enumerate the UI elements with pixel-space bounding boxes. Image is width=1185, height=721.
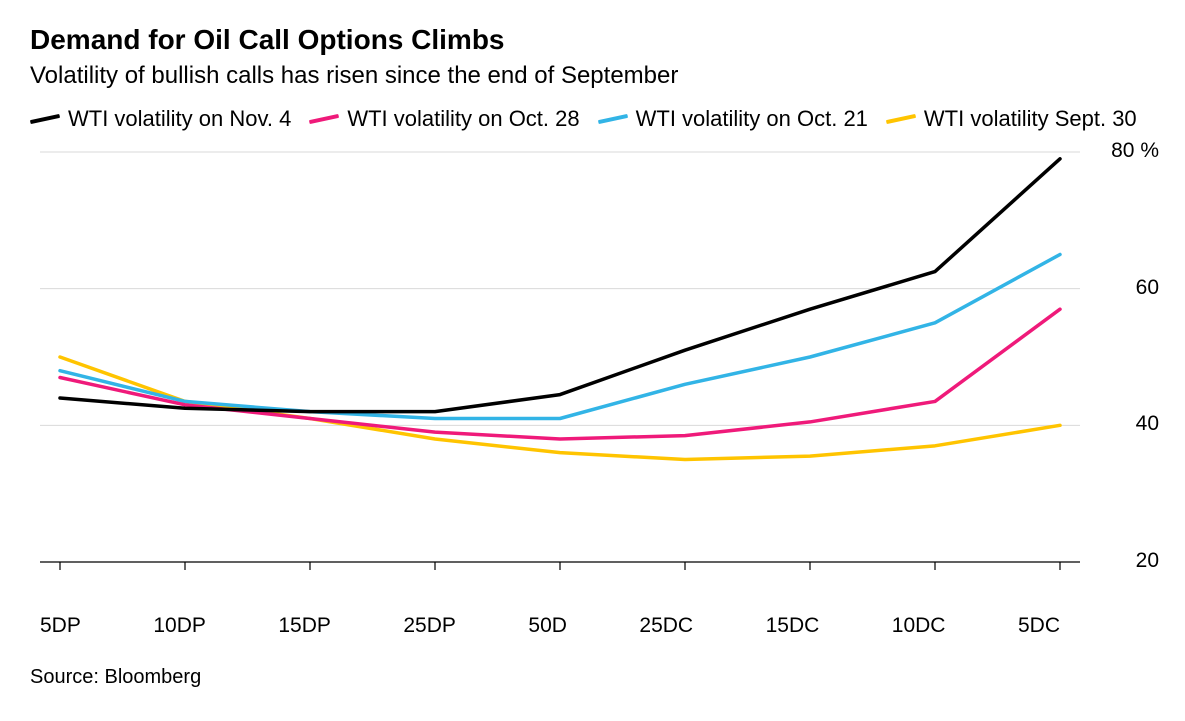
legend-swatch — [30, 114, 60, 124]
legend-item: WTI volatility on Oct. 21 — [598, 106, 868, 132]
chart-subtitle: Volatility of bullish calls has risen si… — [30, 62, 1155, 90]
y-axis-label: 20 — [1136, 549, 1159, 573]
legend-item: WTI volatility on Nov. 4 — [30, 106, 291, 132]
y-axis-label: 80 % — [1111, 139, 1159, 163]
chart-legend: WTI volatility on Nov. 4 WTI volatility o… — [30, 106, 1155, 132]
x-axis-label: 50D — [528, 614, 567, 638]
legend-swatch — [886, 114, 916, 124]
y-axis-label: 40 — [1136, 412, 1159, 436]
chart-plot-area: 20406080 % — [30, 142, 1155, 602]
legend-swatch — [598, 114, 628, 124]
series-line — [60, 159, 1060, 412]
x-axis-label: 25DP — [403, 614, 456, 638]
chart-title: Demand for Oil Call Options Climbs — [30, 24, 1155, 56]
y-axis-label: 60 — [1136, 276, 1159, 300]
chart-source: Source: Bloomberg — [30, 666, 1155, 689]
x-axis-label: 10DP — [153, 614, 206, 638]
legend-item: WTI volatility on Oct. 28 — [309, 106, 579, 132]
legend-label: WTI volatility on Oct. 28 — [347, 106, 579, 132]
legend-label: WTI volatility on Nov. 4 — [68, 106, 291, 132]
legend-item: WTI volatility Sept. 30 — [886, 106, 1137, 132]
x-axis-label: 5DC — [1018, 614, 1060, 638]
legend-swatch — [309, 114, 339, 124]
x-axis-label: 10DC — [892, 614, 946, 638]
legend-label: WTI volatility Sept. 30 — [924, 106, 1137, 132]
x-axis-label: 15DP — [278, 614, 331, 638]
x-axis-label: 15DC — [766, 614, 820, 638]
line-chart-svg — [30, 142, 1155, 602]
legend-label: WTI volatility on Oct. 21 — [636, 106, 868, 132]
x-axis-label: 25DC — [639, 614, 693, 638]
x-axis-label: 5DP — [40, 614, 81, 638]
x-axis-labels: 5DP 10DP 15DP 25DP 50D 25DC 15DC 10DC 5DC — [30, 614, 1070, 638]
